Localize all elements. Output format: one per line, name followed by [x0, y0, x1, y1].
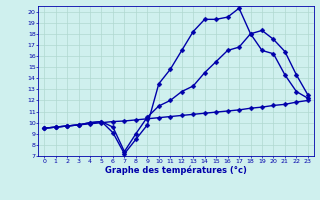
X-axis label: Graphe des températures (°c): Graphe des températures (°c) — [105, 165, 247, 175]
